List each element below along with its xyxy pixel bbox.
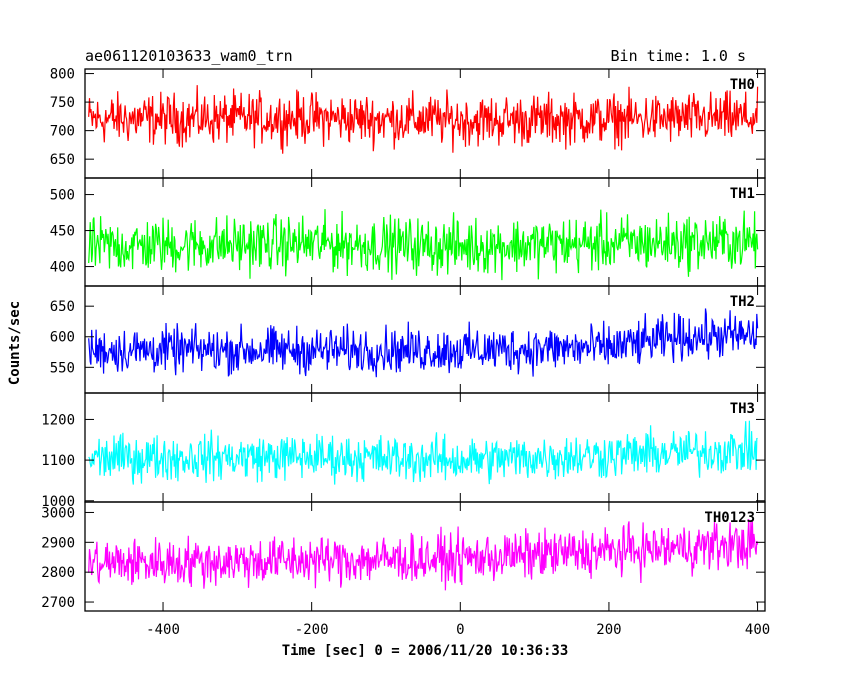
panel-frame [84, 501, 766, 612]
y-tick-label: 1000 [41, 494, 75, 510]
y-tick-label: 550 [50, 360, 75, 376]
y-tick-label: 700 [50, 124, 75, 140]
panels-group: 650 700 750 800 TH0 400 450 500 TH1 550 600 650 TH2 1… [41, 67, 766, 612]
series-th3-line [88, 420, 758, 485]
panel-th3: 1000 1100 1200 TH3 [41, 392, 766, 510]
y-axis-label: Counts/sec [7, 301, 23, 385]
y-tick-label: 600 [50, 330, 75, 346]
x-axis: -400 -200 0 200 400 [146, 622, 770, 638]
y-tick-label: 650 [50, 299, 75, 315]
panel-th0: 650 700 750 800 TH0 [50, 67, 766, 179]
x-tick-label: 0 [456, 622, 464, 638]
x-tick-label: 200 [596, 622, 621, 638]
panel-label-th0123: TH0123 [704, 510, 755, 526]
x-axis-label: Time [sec] 0 = 2006/11/20 10:36:33 [282, 643, 569, 659]
series-th0-line [88, 85, 759, 154]
y-tick-label: 1200 [41, 412, 75, 428]
series-th0123-line [88, 519, 759, 591]
series-th1-line [88, 209, 759, 281]
y-tick-label: 2700 [41, 595, 75, 611]
series-th2-line [88, 308, 759, 378]
panel-label-th0: TH0 [730, 77, 755, 93]
y-tick-label: 500 [50, 188, 75, 204]
y-tick-label: 2900 [41, 535, 75, 551]
x-tick-label: -200 [295, 622, 329, 638]
bin-time-label: Bin time: 1.0 s [611, 47, 746, 65]
panel-th2: 550 600 650 TH2 [50, 285, 766, 394]
x-tick-label: 400 [745, 622, 770, 638]
panel-label-th2: TH2 [730, 294, 755, 310]
y-tick-label: 1100 [41, 453, 75, 469]
panel-label-th1: TH1 [730, 186, 755, 202]
panel-th0123: 2700 2800 2900 3000 TH0123 [41, 501, 766, 612]
y-tick-label: 650 [50, 152, 75, 168]
x-tick-label: -400 [146, 622, 180, 638]
y-tick-label: 450 [50, 224, 75, 240]
y-tick-label: 2800 [41, 565, 75, 581]
y-tick-label: 750 [50, 95, 75, 111]
panel-label-th3: TH3 [730, 401, 755, 417]
panel-th1: 400 450 500 TH1 [50, 177, 766, 287]
y-tick-label: 800 [50, 67, 75, 83]
y-tick-label: 400 [50, 260, 75, 276]
plot-title: ae061120103633_wam0_trn [85, 47, 293, 65]
y-tick-label: 3000 [41, 505, 75, 521]
